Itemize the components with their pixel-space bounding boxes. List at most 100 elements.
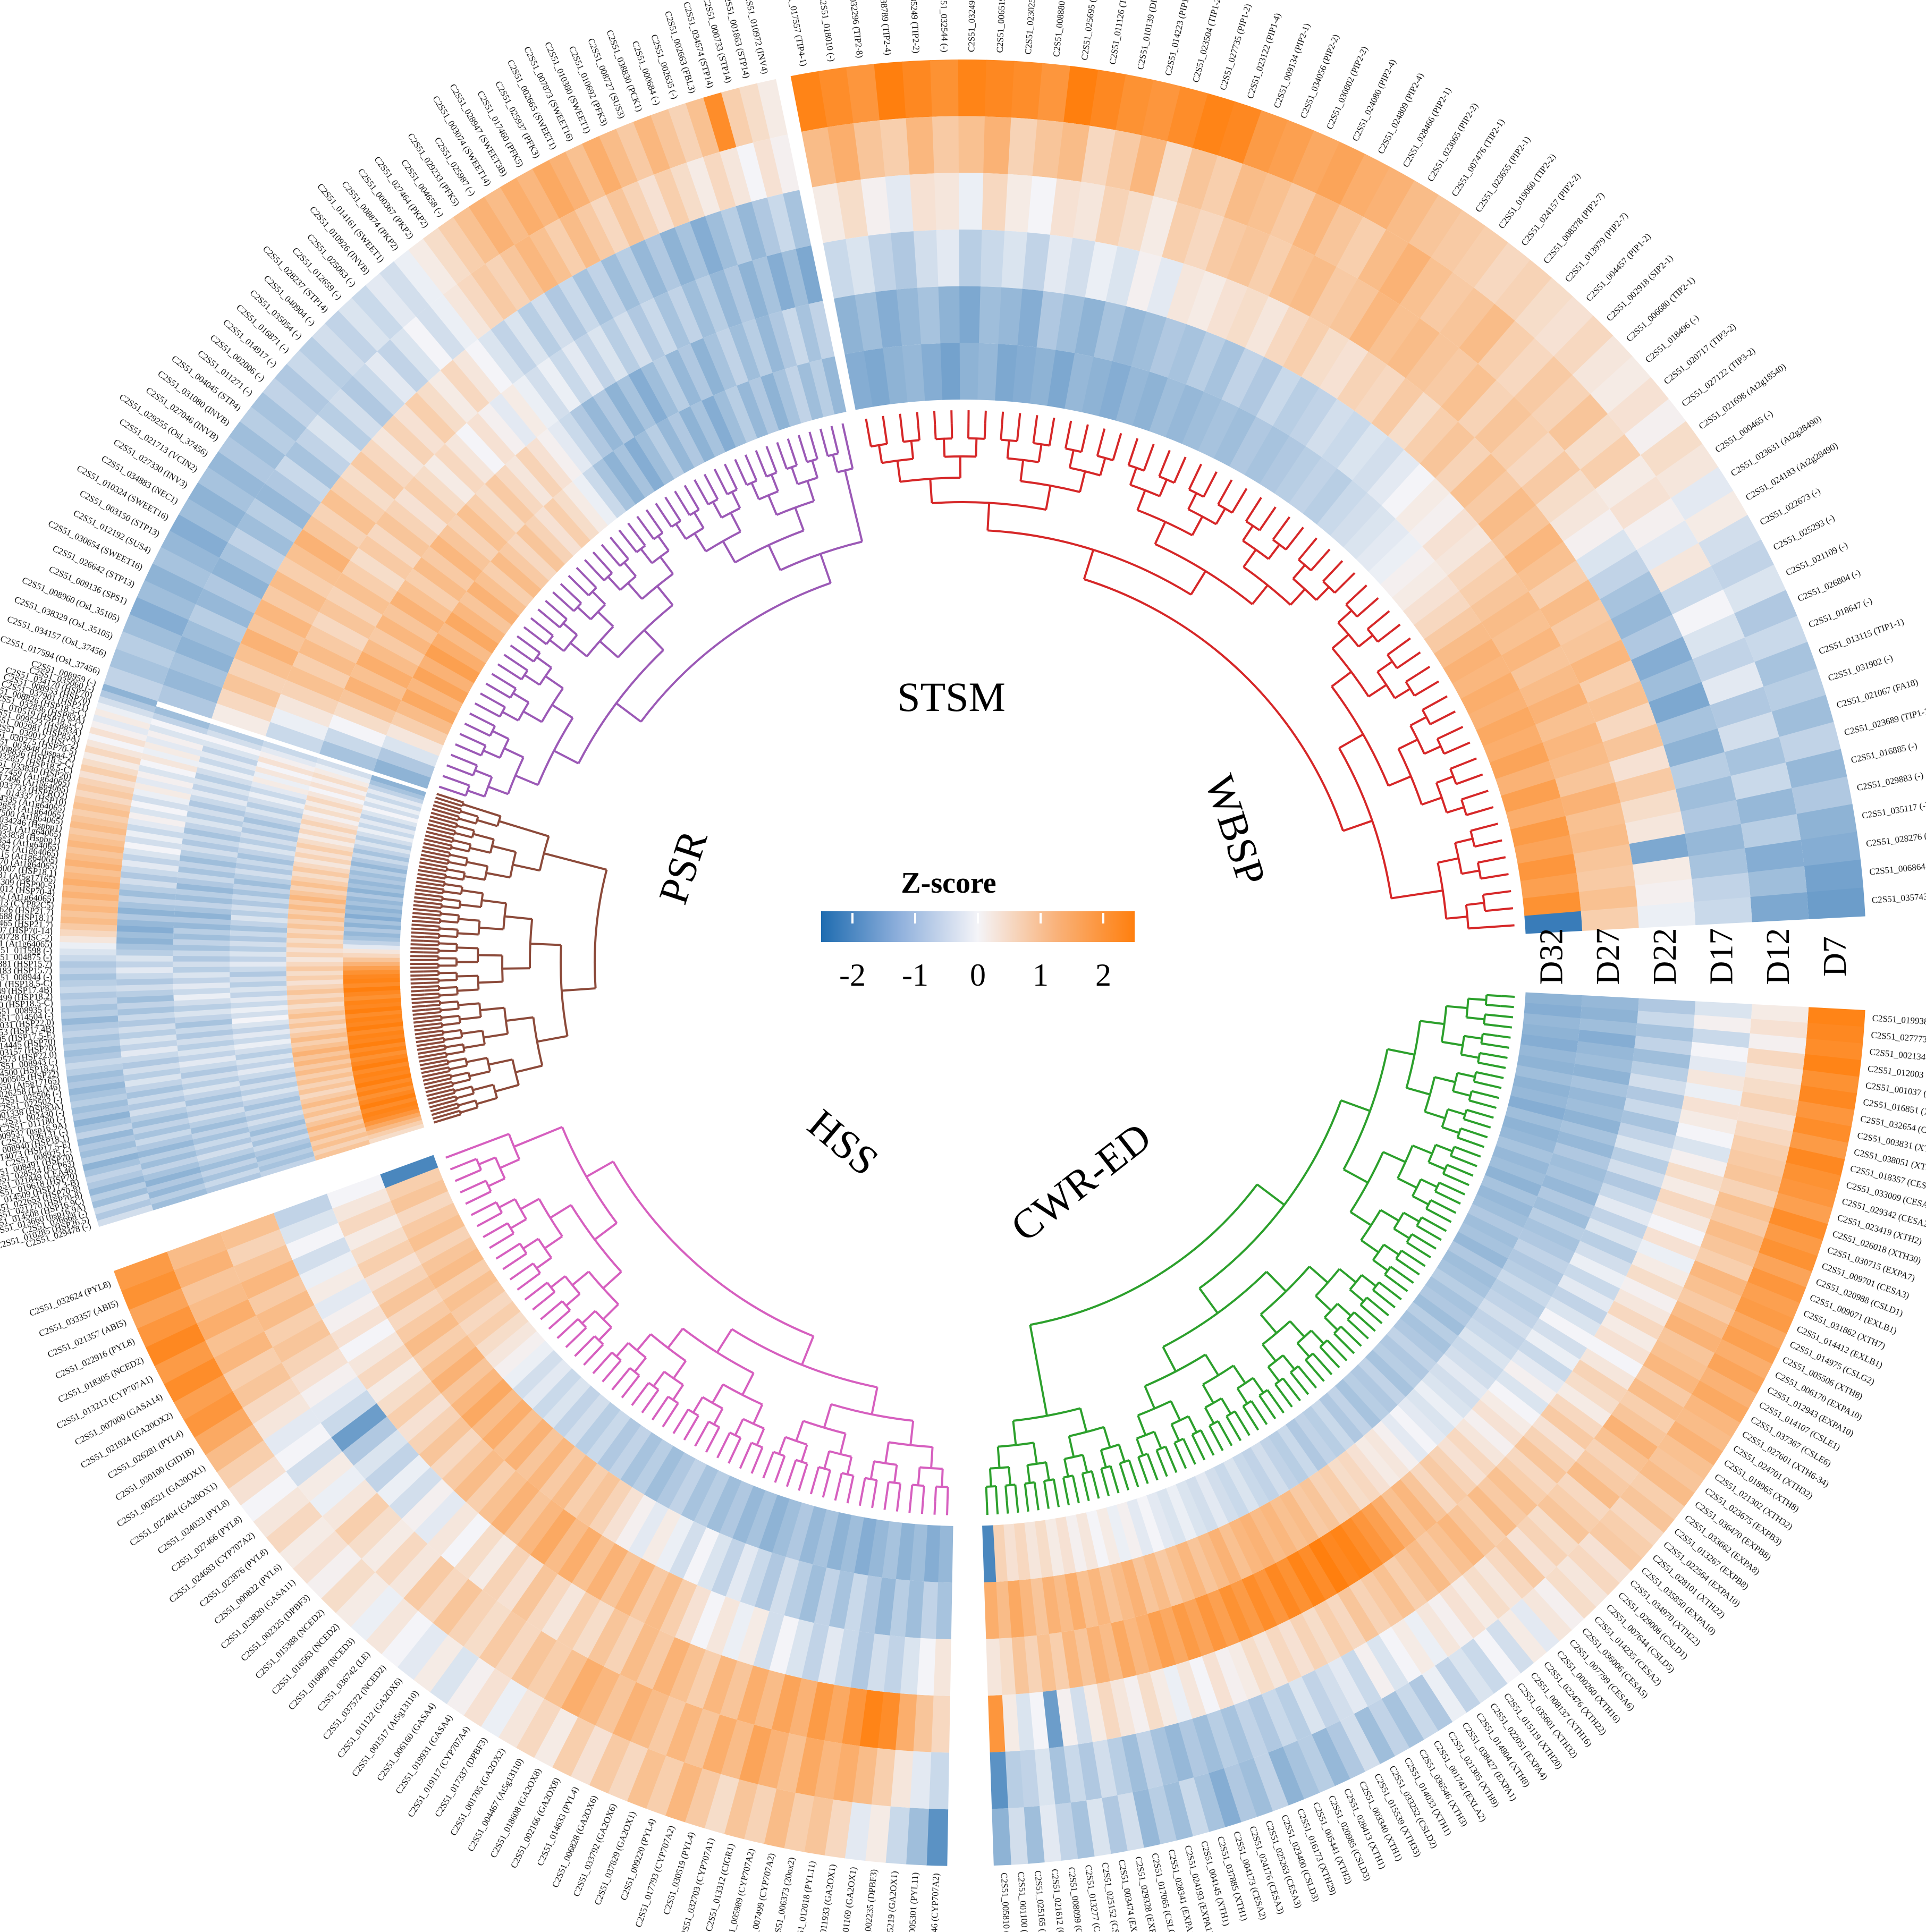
heatmap-cell [413, 465, 467, 514]
heatmap-cell [1408, 194, 1463, 258]
gene-label: C2S51_018305 (NCED2) [56, 1355, 145, 1405]
heatmap-cell [285, 542, 342, 586]
heatmap-cell [294, 855, 351, 870]
heatmap-cell [1386, 180, 1440, 244]
dendrogram-branch [415, 1035, 429, 1039]
heatmap-cell [1786, 1147, 1845, 1176]
legend-tick-label: -1 [902, 957, 928, 993]
heatmap-cell [222, 672, 281, 708]
heatmap-cell [745, 1490, 778, 1548]
heatmap-cell [1213, 408, 1257, 467]
heatmap-cell [1727, 1149, 1786, 1179]
heatmap-cell [1637, 901, 1696, 928]
dendrogram-branch [844, 436, 854, 469]
heatmap-cell [91, 719, 148, 742]
heatmap-cell [1793, 1116, 1852, 1144]
heatmap-cell [468, 196, 515, 255]
heatmap-cell [345, 900, 403, 910]
gene-label: C2S51_035249 (TIP2-2) [907, 0, 922, 54]
heatmap-cell [1223, 1763, 1257, 1823]
heatmap-cell [119, 1028, 176, 1040]
heatmap-cell [1282, 1740, 1320, 1800]
dendrogram-branch [1267, 506, 1277, 519]
dendrogram-branch [479, 692, 493, 701]
heatmap-cell [350, 663, 407, 700]
heatmap-cell [864, 1804, 891, 1863]
heatmap-cell [1205, 217, 1248, 279]
heatmap-cell [1476, 707, 1536, 747]
heatmap-cell [493, 1331, 545, 1379]
heatmap-cell [615, 246, 655, 304]
heatmap-cell [1370, 1495, 1416, 1548]
heatmap-cell [482, 561, 534, 607]
heatmap-cell [295, 1062, 352, 1077]
heatmap-cell [1149, 377, 1187, 438]
heatmap-cell [1423, 348, 1479, 408]
dendrogram-branch [874, 1460, 897, 1466]
dendrogram-branch [1258, 517, 1269, 531]
dendrogram-branch [413, 1020, 427, 1024]
heatmap-cell [1146, 257, 1185, 318]
heatmap-cell [437, 622, 493, 664]
heatmap-cell [365, 351, 417, 404]
heatmap-cell [89, 726, 146, 748]
heatmap-cell [237, 1062, 294, 1076]
heatmap-cell [1626, 1085, 1685, 1110]
dendrogram-branch [441, 823, 457, 829]
heatmap-cell [79, 769, 136, 789]
gene-label: C2S51_036742 (LE) [315, 1649, 372, 1713]
heatmap-cell [293, 1049, 350, 1063]
heatmap-cell [1406, 1301, 1458, 1346]
heatmap-cell [248, 1274, 307, 1316]
dendrogram-branch [1409, 725, 1425, 755]
gene-label: C2S51_030728 (HSC-2) [0, 930, 53, 943]
heatmap-cell [1206, 278, 1249, 340]
dendrogram-branch [451, 846, 469, 853]
heatmap-cell [240, 1259, 300, 1300]
heatmap-cell [1086, 1567, 1111, 1626]
dendrogram-branch [1202, 1384, 1214, 1404]
heatmap-cell [652, 1637, 690, 1697]
heatmap-cell [421, 1335, 476, 1382]
heatmap-cell [275, 693, 334, 728]
heatmap-cell [247, 1109, 303, 1127]
heatmap-cell [1485, 1619, 1534, 1674]
heatmap-cell [125, 835, 182, 850]
heatmap-cell [844, 1802, 872, 1861]
heatmap-cell [867, 1519, 890, 1578]
heatmap-cell [288, 908, 345, 918]
heatmap-cell [412, 1323, 468, 1369]
gene-label: C2S51_021109 (-) [1784, 540, 1849, 578]
dendrogram-branch [510, 644, 522, 654]
heatmap-cell [429, 1646, 479, 1705]
heatmap-cell [1751, 1004, 1809, 1024]
heatmap-cell [1023, 1806, 1045, 1864]
heatmap-cell [62, 890, 119, 902]
heatmap-cell [679, 406, 716, 463]
heatmap-cell [178, 1044, 235, 1057]
heatmap-cell [326, 585, 383, 627]
gene-label: C2S51_004658 (-) [399, 157, 446, 218]
dendrogram-branch [1447, 1108, 1466, 1116]
dendrogram-branch [1466, 810, 1481, 816]
heatmap-cell [505, 455, 554, 507]
dendrogram-branch [919, 1466, 943, 1470]
heatmap-cell [1685, 824, 1745, 857]
dendrogram-branch [592, 551, 603, 563]
dendrogram-branch [410, 943, 424, 946]
dendrogram-branch [1274, 1383, 1285, 1397]
heatmap-cell [504, 1418, 554, 1471]
heatmap-cell [300, 823, 357, 840]
dendrogram-branch [1455, 837, 1473, 844]
dendrogram-branch [456, 825, 475, 832]
heatmap-cell [184, 821, 242, 837]
heatmap-cell [173, 944, 230, 952]
heatmap-cell [296, 841, 353, 857]
heatmap-cell [1694, 1001, 1752, 1020]
dendrogram-branch [461, 889, 483, 895]
dendrogram-branch [1475, 790, 1489, 796]
heatmap-cell [796, 245, 823, 304]
dendrogram-branch [672, 1384, 685, 1401]
heatmap-cell [1656, 1188, 1715, 1220]
